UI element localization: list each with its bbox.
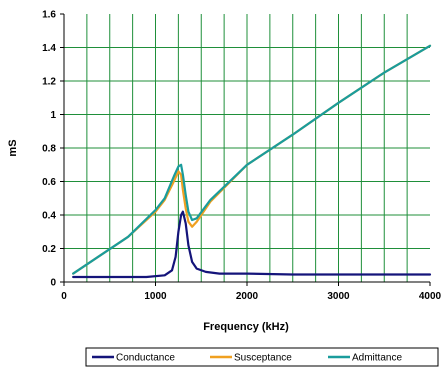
- y-tick-label: 1.6: [42, 10, 56, 21]
- x-axis-ticks: 0 1000 2000 3000 4000: [61, 282, 442, 302]
- series-line-admittance: [72, 44, 432, 275]
- series-line-conductance: [72, 210, 432, 279]
- legend-label-admittance: Admittance: [352, 353, 402, 364]
- y-tick-label: 1.2: [42, 77, 56, 88]
- x-tick-label: 0: [61, 291, 67, 302]
- legend-box: [85, 347, 439, 367]
- y-tick-label: 0.8: [42, 144, 56, 155]
- series-lines: [72, 44, 432, 279]
- y-tick-label: 1.4: [42, 43, 56, 54]
- legend: Conductance Susceptance Admittance: [85, 347, 439, 367]
- y-tick-label: 1: [50, 110, 56, 121]
- x-tick-label: 1000: [144, 291, 167, 302]
- y-tick-label: 0: [50, 278, 56, 289]
- x-tick-label: 4000: [419, 291, 442, 302]
- legend-label-conductance: Conductance: [116, 353, 175, 364]
- y-tick-label: 0.2: [42, 244, 56, 255]
- y-axis-title: mS: [7, 139, 19, 156]
- y-axis-ticks: 0 0.2 0.4 0.6 0.8 1 1.2 1.4 1.6: [42, 10, 64, 289]
- gridlines: [64, 14, 430, 282]
- x-tick-label: 2000: [236, 291, 259, 302]
- x-axis-title: Frequency (kHz): [203, 321, 289, 333]
- y-tick-label: 0.4: [42, 211, 56, 222]
- legend-label-susceptance: Susceptance: [234, 353, 292, 364]
- x-tick-label: 3000: [327, 291, 350, 302]
- y-tick-label: 0.6: [42, 177, 56, 188]
